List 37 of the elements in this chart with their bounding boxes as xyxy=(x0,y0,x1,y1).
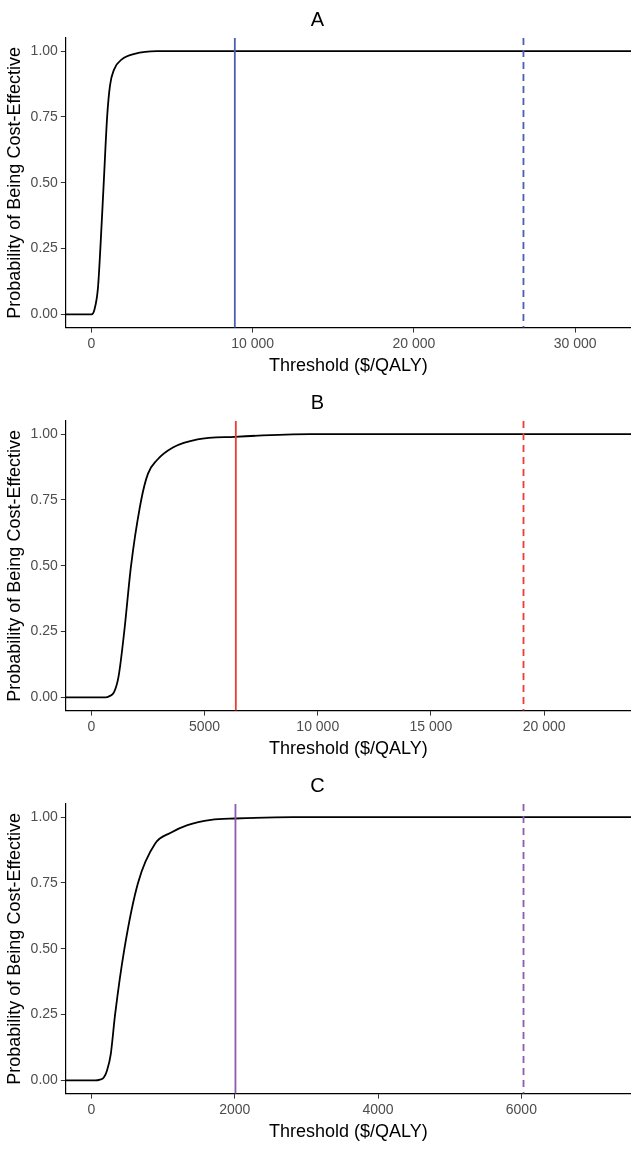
y-tick-label: 0.50 xyxy=(30,939,59,956)
chart-title: C xyxy=(310,773,325,796)
x-tick-label: 5000 xyxy=(189,717,221,734)
x-axis-title: Threshold ($/QALY) xyxy=(269,738,428,759)
x-tick-label: 20 000 xyxy=(392,334,436,351)
y-tick-label: 0.50 xyxy=(30,173,59,190)
y-tick-label: 1.00 xyxy=(30,425,59,442)
x-tick-label: 20 000 xyxy=(522,717,566,734)
y-tick-label: 0.00 xyxy=(30,1071,59,1088)
y-tick-label: 0.25 xyxy=(30,622,59,639)
chart-title: B xyxy=(310,390,325,413)
y-tick-label: 0.00 xyxy=(30,688,59,705)
y-tick-label: 1.00 xyxy=(30,42,59,59)
y-tick-label: 0.25 xyxy=(30,1005,59,1022)
x-tick-label: 30 000 xyxy=(553,334,597,351)
y-tick-label: 0.00 xyxy=(30,305,59,322)
x-tick-label: 2000 xyxy=(219,1100,251,1117)
y-tick-label: 0.75 xyxy=(30,873,59,890)
x-tick-label: 10 000 xyxy=(296,717,340,734)
x-axis-title: Threshold ($/QALY) xyxy=(269,1121,428,1142)
y-axis-title: Probability of Being Cost-Effective xyxy=(3,812,24,1085)
x-tick-label: 15 000 xyxy=(409,717,453,734)
x-tick-label: 0 xyxy=(87,1100,96,1117)
x-tick-label: 0 xyxy=(87,334,96,351)
x-tick-label: 6000 xyxy=(505,1100,538,1117)
y-tick-label: 0.50 xyxy=(30,556,59,573)
y-axis-title: Probability of Being Cost-Effective xyxy=(3,429,24,702)
x-tick-label: 0 xyxy=(87,717,96,734)
chart-title: A xyxy=(310,7,325,30)
y-tick-label: 0.75 xyxy=(30,107,59,124)
y-tick-label: 0.75 xyxy=(30,490,59,507)
x-axis-title: Threshold ($/QALY) xyxy=(269,355,428,376)
y-tick-label: 0.25 xyxy=(30,239,59,256)
x-tick-label: 4000 xyxy=(362,1100,394,1117)
y-axis-title: Probability of Being Cost-Effective xyxy=(3,46,24,319)
x-tick-label: 10 000 xyxy=(231,334,275,351)
y-tick-label: 1.00 xyxy=(30,808,59,825)
